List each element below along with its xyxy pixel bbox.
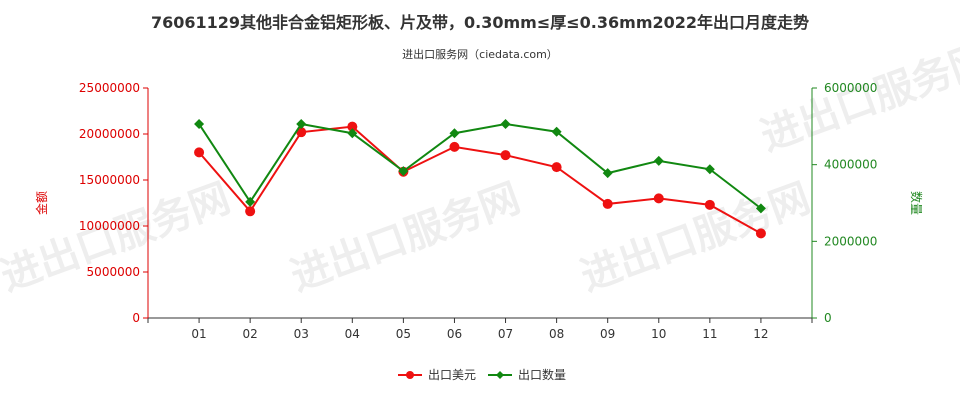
x-tick-label: 03 (294, 327, 309, 341)
series-2-point (296, 119, 307, 130)
series-1-point (194, 147, 205, 158)
x-tick-label: 06 (447, 327, 462, 341)
legend: 出口美元 出口数量 (398, 367, 566, 382)
series-1-point (449, 141, 460, 152)
y-left-tick-label: 5000000 (87, 265, 140, 279)
y-axis-left-label: 金额 (34, 191, 49, 215)
x-tick-label: 07 (498, 327, 513, 341)
legend-swatch-marker (406, 371, 414, 379)
series-line-2 (198, 122, 762, 210)
x-tick-label: 09 (600, 327, 615, 341)
y-left-tick-label: 15000000 (79, 173, 140, 187)
axes: 01 02 03 04 05 06 07 08 09 10 11 12 0 5000000 10000000… (79, 81, 878, 341)
watermark-text: 进出口服务网 (575, 175, 816, 300)
y-right-tick-label: 2000000 (824, 234, 877, 248)
y-left-tick-label: 25000000 (79, 81, 140, 95)
y-axis-right-label: 数量 (909, 191, 924, 215)
x-tick-label: 08 (549, 327, 564, 341)
x-tick-label: 11 (702, 327, 717, 341)
chart-subtitle: 进出口服务网（ciedata.com） (402, 47, 558, 61)
watermark-text: 进出口服务网 (285, 175, 526, 300)
series-1-point (653, 193, 664, 204)
series-1-point (245, 206, 256, 217)
chart-title: 76061129其他非合金铝矩形板、片及带，0.30mm≤厚≤0.36mm202… (151, 13, 809, 32)
y-left-tick-label: 10000000 (79, 219, 140, 233)
series-1-point (602, 198, 613, 209)
series-1-point (755, 228, 766, 239)
series-2-point (653, 155, 664, 166)
x-tick-label: 02 (243, 327, 258, 341)
series-layer (194, 119, 766, 239)
series-2-point (449, 128, 460, 139)
x-tick-label: 01 (191, 327, 206, 341)
y-right-tick-label: 0 (824, 311, 832, 325)
legend-label: 出口美元 (428, 368, 476, 382)
series-2-point (194, 119, 205, 130)
series-2-point (602, 168, 613, 179)
watermark-text: 进出口服务网 (755, 35, 960, 160)
x-tick-label: 05 (396, 327, 411, 341)
y-left-tick-label: 0 (132, 311, 140, 325)
series-2-point (755, 203, 766, 214)
series-1-point (704, 199, 715, 210)
series-2-point (551, 126, 562, 137)
series-1-point (551, 162, 562, 173)
legend-swatch-marker (496, 371, 504, 379)
series-2-point (245, 196, 256, 207)
y-left-tick-label: 20000000 (79, 127, 140, 141)
y-right-tick-label: 4000000 (824, 158, 877, 172)
series-2-point (704, 164, 715, 175)
x-tick-label: 12 (753, 327, 768, 341)
series-1-point (347, 121, 358, 132)
y-right-tick-label: 6000000 (824, 81, 877, 95)
x-tick-label: 10 (651, 327, 666, 341)
series-2-point (398, 166, 409, 177)
series-line-1 (198, 125, 762, 235)
series-1-point (500, 150, 511, 161)
series-2-point (347, 128, 358, 139)
legend-label: 出口数量 (518, 367, 566, 382)
x-tick-label: 04 (345, 327, 360, 341)
series-2-point (500, 119, 511, 130)
